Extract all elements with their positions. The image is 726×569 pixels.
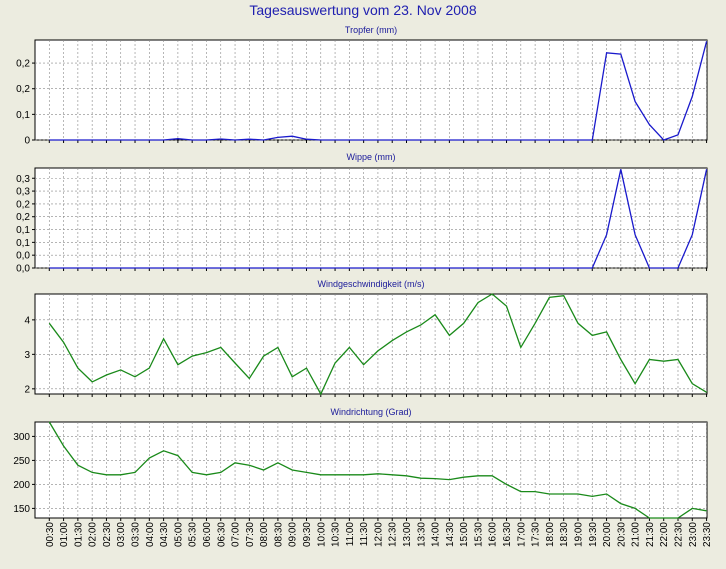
y-tick-label: 300 — [13, 432, 30, 443]
x-tick-label: 17:00 — [516, 522, 527, 547]
y-tick-label: 0,1 — [16, 225, 30, 236]
x-tick-label: 17:30 — [531, 522, 542, 547]
panel-3: Windgeschwindigkeit (m/s) 2 3 4 — [24, 279, 707, 397]
y-tick-label: 250 — [13, 456, 30, 467]
x-tick-label: 12:30 — [388, 522, 399, 547]
y-tick-label: 0,2 — [16, 212, 30, 223]
x-tick-label: 20:00 — [602, 522, 613, 547]
panel-title: Windgeschwindigkeit (m/s) — [317, 279, 424, 289]
panel-title: Windrichtung (Grad) — [330, 407, 411, 417]
x-tick-label: 09:30 — [302, 522, 313, 547]
panel-4: Windrichtung (Grad) 150 200 250 300 — [13, 407, 707, 521]
y-tick-label: 0 — [24, 136, 30, 147]
x-tick-label: 18:00 — [545, 522, 556, 547]
x-tick-label: 15:30 — [473, 522, 484, 547]
y-tick-label: 0,0 — [16, 264, 30, 275]
panel-2: Wippe (mm)0,00,00,10,10,20,20,30,3 — [16, 152, 707, 275]
y-tick-label: 0,0 — [16, 251, 30, 262]
plot-area — [35, 168, 707, 268]
x-tick-label: 18:30 — [559, 522, 570, 547]
x-tick-label: 16:00 — [488, 522, 499, 547]
x-tick-label: 03:00 — [116, 522, 127, 547]
x-tick-label: 09:00 — [288, 522, 299, 547]
y-tick-label: 4 — [24, 315, 30, 326]
x-tick-label: 04:00 — [145, 522, 156, 547]
y-tick-label: 0,2 — [16, 199, 30, 210]
y-tick-label: 0,1 — [16, 238, 30, 249]
x-tick-label: 05:30 — [188, 522, 199, 547]
y-tick-label: 200 — [13, 480, 30, 491]
x-tick-label: 06:00 — [202, 522, 213, 547]
x-tick-label: 02:30 — [102, 522, 113, 547]
x-tick-label: 10:00 — [316, 522, 327, 547]
x-tick-label: 10:30 — [331, 522, 342, 547]
x-tick-label: 07:30 — [245, 522, 256, 547]
x-tick-label: 11:30 — [359, 522, 370, 547]
x-tick-label: 14:30 — [445, 522, 456, 547]
x-tick-label: 14:00 — [431, 522, 442, 547]
x-tick-label: 08:00 — [259, 522, 270, 547]
y-tick-label: 0,3 — [16, 174, 30, 185]
x-tick-label: 07:00 — [231, 522, 242, 547]
x-tick-label: 21:00 — [631, 522, 642, 547]
y-tick-label: 150 — [13, 504, 30, 515]
x-tick-label: 03:30 — [131, 522, 142, 547]
x-tick-label: 05:00 — [173, 522, 184, 547]
x-tick-label: 01:30 — [73, 522, 84, 547]
x-tick-label: 00:30 — [45, 522, 56, 547]
x-tick-label: 15:00 — [459, 522, 470, 547]
panel-title: Wippe (mm) — [347, 152, 396, 162]
x-tick-label: 22:30 — [673, 522, 684, 547]
x-tick-label: 12:00 — [373, 522, 384, 547]
y-tick-label: 3 — [24, 350, 30, 361]
x-tick-label: 20:30 — [616, 522, 627, 547]
x-tick-label: 19:00 — [573, 522, 584, 547]
y-tick-label: 0,2 — [16, 59, 30, 70]
x-tick-label: 16:30 — [502, 522, 513, 547]
y-tick-label: 0,2 — [16, 84, 30, 95]
panel-title: Tropfer (mm) — [345, 25, 397, 35]
page-title: Tagesauswertung vom 23. Nov 2008 — [249, 2, 476, 18]
x-tick-label: 04:30 — [159, 522, 170, 547]
x-tick-label: 06:30 — [216, 522, 227, 547]
x-tick-label: 13:30 — [416, 522, 427, 547]
x-tick-label: 23:00 — [688, 522, 699, 547]
x-tick-label: 01:00 — [59, 522, 70, 547]
x-tick-label: 19:30 — [588, 522, 599, 547]
x-tick-label: 02:00 — [88, 522, 99, 547]
x-tick-label: 08:30 — [273, 522, 284, 547]
x-tick-label: 21:30 — [645, 522, 656, 547]
y-tick-label: 0,3 — [16, 187, 30, 198]
x-tick-label: 13:00 — [402, 522, 413, 547]
plot-area — [35, 294, 707, 394]
y-tick-label: 2 — [24, 384, 30, 395]
y-tick-label: 0,1 — [16, 110, 30, 121]
x-tick-label: 23:30 — [702, 522, 713, 547]
panel-1: Tropfer (mm) 0 0,1 0,2 0,2 — [16, 25, 707, 147]
x-tick-label: 11:00 — [345, 522, 356, 547]
x-tick-label: 22:00 — [659, 522, 670, 547]
